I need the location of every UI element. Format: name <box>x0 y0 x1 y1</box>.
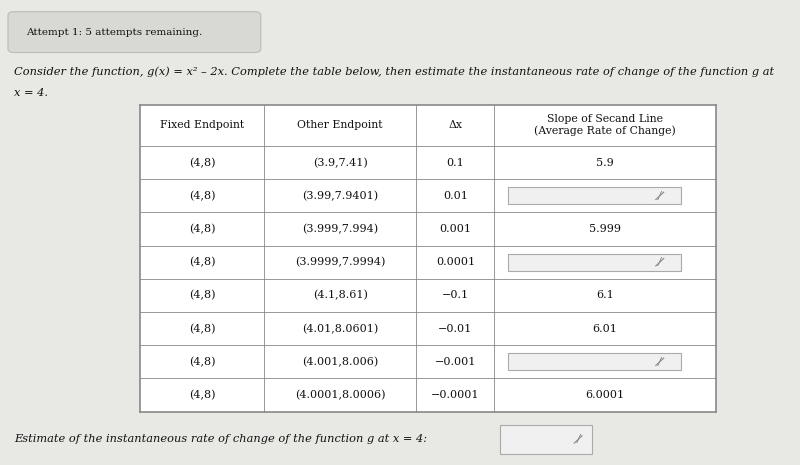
Text: −0.001: −0.001 <box>434 357 476 367</box>
Text: (4.0001,8.0006): (4.0001,8.0006) <box>295 390 386 400</box>
Text: (3.99,7.9401): (3.99,7.9401) <box>302 191 378 201</box>
Text: Other Endpoint: Other Endpoint <box>298 120 383 130</box>
Text: 6.0001: 6.0001 <box>586 390 625 400</box>
Text: /: / <box>577 434 580 445</box>
Text: (4,8): (4,8) <box>189 191 215 201</box>
Text: (4,8): (4,8) <box>189 224 215 234</box>
Text: x = 4.: x = 4. <box>14 88 48 98</box>
Text: (4,8): (4,8) <box>189 390 215 400</box>
Bar <box>507 353 681 371</box>
Text: Consider the function, g(x) = x² – 2x. Complete the table below, then estimate t: Consider the function, g(x) = x² – 2x. C… <box>14 67 774 77</box>
Text: Δx: Δx <box>448 120 462 130</box>
Text: 5.999: 5.999 <box>589 224 621 234</box>
Text: (4,8): (4,8) <box>189 323 215 334</box>
Text: 6.01: 6.01 <box>593 324 618 333</box>
FancyBboxPatch shape <box>8 12 261 53</box>
Text: (3.9999,7.9994): (3.9999,7.9994) <box>295 257 386 267</box>
Text: 0.001: 0.001 <box>439 224 471 234</box>
Text: (4,8): (4,8) <box>189 290 215 300</box>
Text: (4,8): (4,8) <box>189 257 215 267</box>
Text: 0.01: 0.01 <box>443 191 468 201</box>
Bar <box>500 425 592 454</box>
Text: (4.001,8.006): (4.001,8.006) <box>302 357 378 367</box>
Text: (3.999,7.994): (3.999,7.994) <box>302 224 378 234</box>
Text: −0.01: −0.01 <box>438 324 473 333</box>
Text: Fixed Endpoint: Fixed Endpoint <box>160 120 244 130</box>
Text: (4,8): (4,8) <box>189 357 215 367</box>
Text: 0.1: 0.1 <box>446 158 464 168</box>
Text: (4.1,8.61): (4.1,8.61) <box>313 290 367 300</box>
Text: Slope of Secand Line
(Average Rate of Change): Slope of Secand Line (Average Rate of Ch… <box>534 114 676 137</box>
Text: /: / <box>658 257 662 267</box>
Text: −0.1: −0.1 <box>442 290 469 300</box>
Text: /: / <box>658 357 662 367</box>
Text: (4,8): (4,8) <box>189 158 215 168</box>
Text: 6.1: 6.1 <box>596 290 614 300</box>
Text: (3.9,7.41): (3.9,7.41) <box>313 158 367 168</box>
Bar <box>507 253 681 271</box>
Text: Attempt 1: 5 attempts remaining.: Attempt 1: 5 attempts remaining. <box>26 27 202 37</box>
Text: Estimate of the instantaneous rate of change of the function g at x = 4:: Estimate of the instantaneous rate of ch… <box>14 434 427 445</box>
Text: (4.01,8.0601): (4.01,8.0601) <box>302 323 378 334</box>
Bar <box>507 187 681 205</box>
Text: /: / <box>658 191 662 201</box>
Text: 5.9: 5.9 <box>596 158 614 168</box>
Text: 0.0001: 0.0001 <box>436 257 475 267</box>
Text: −0.0001: −0.0001 <box>431 390 480 400</box>
